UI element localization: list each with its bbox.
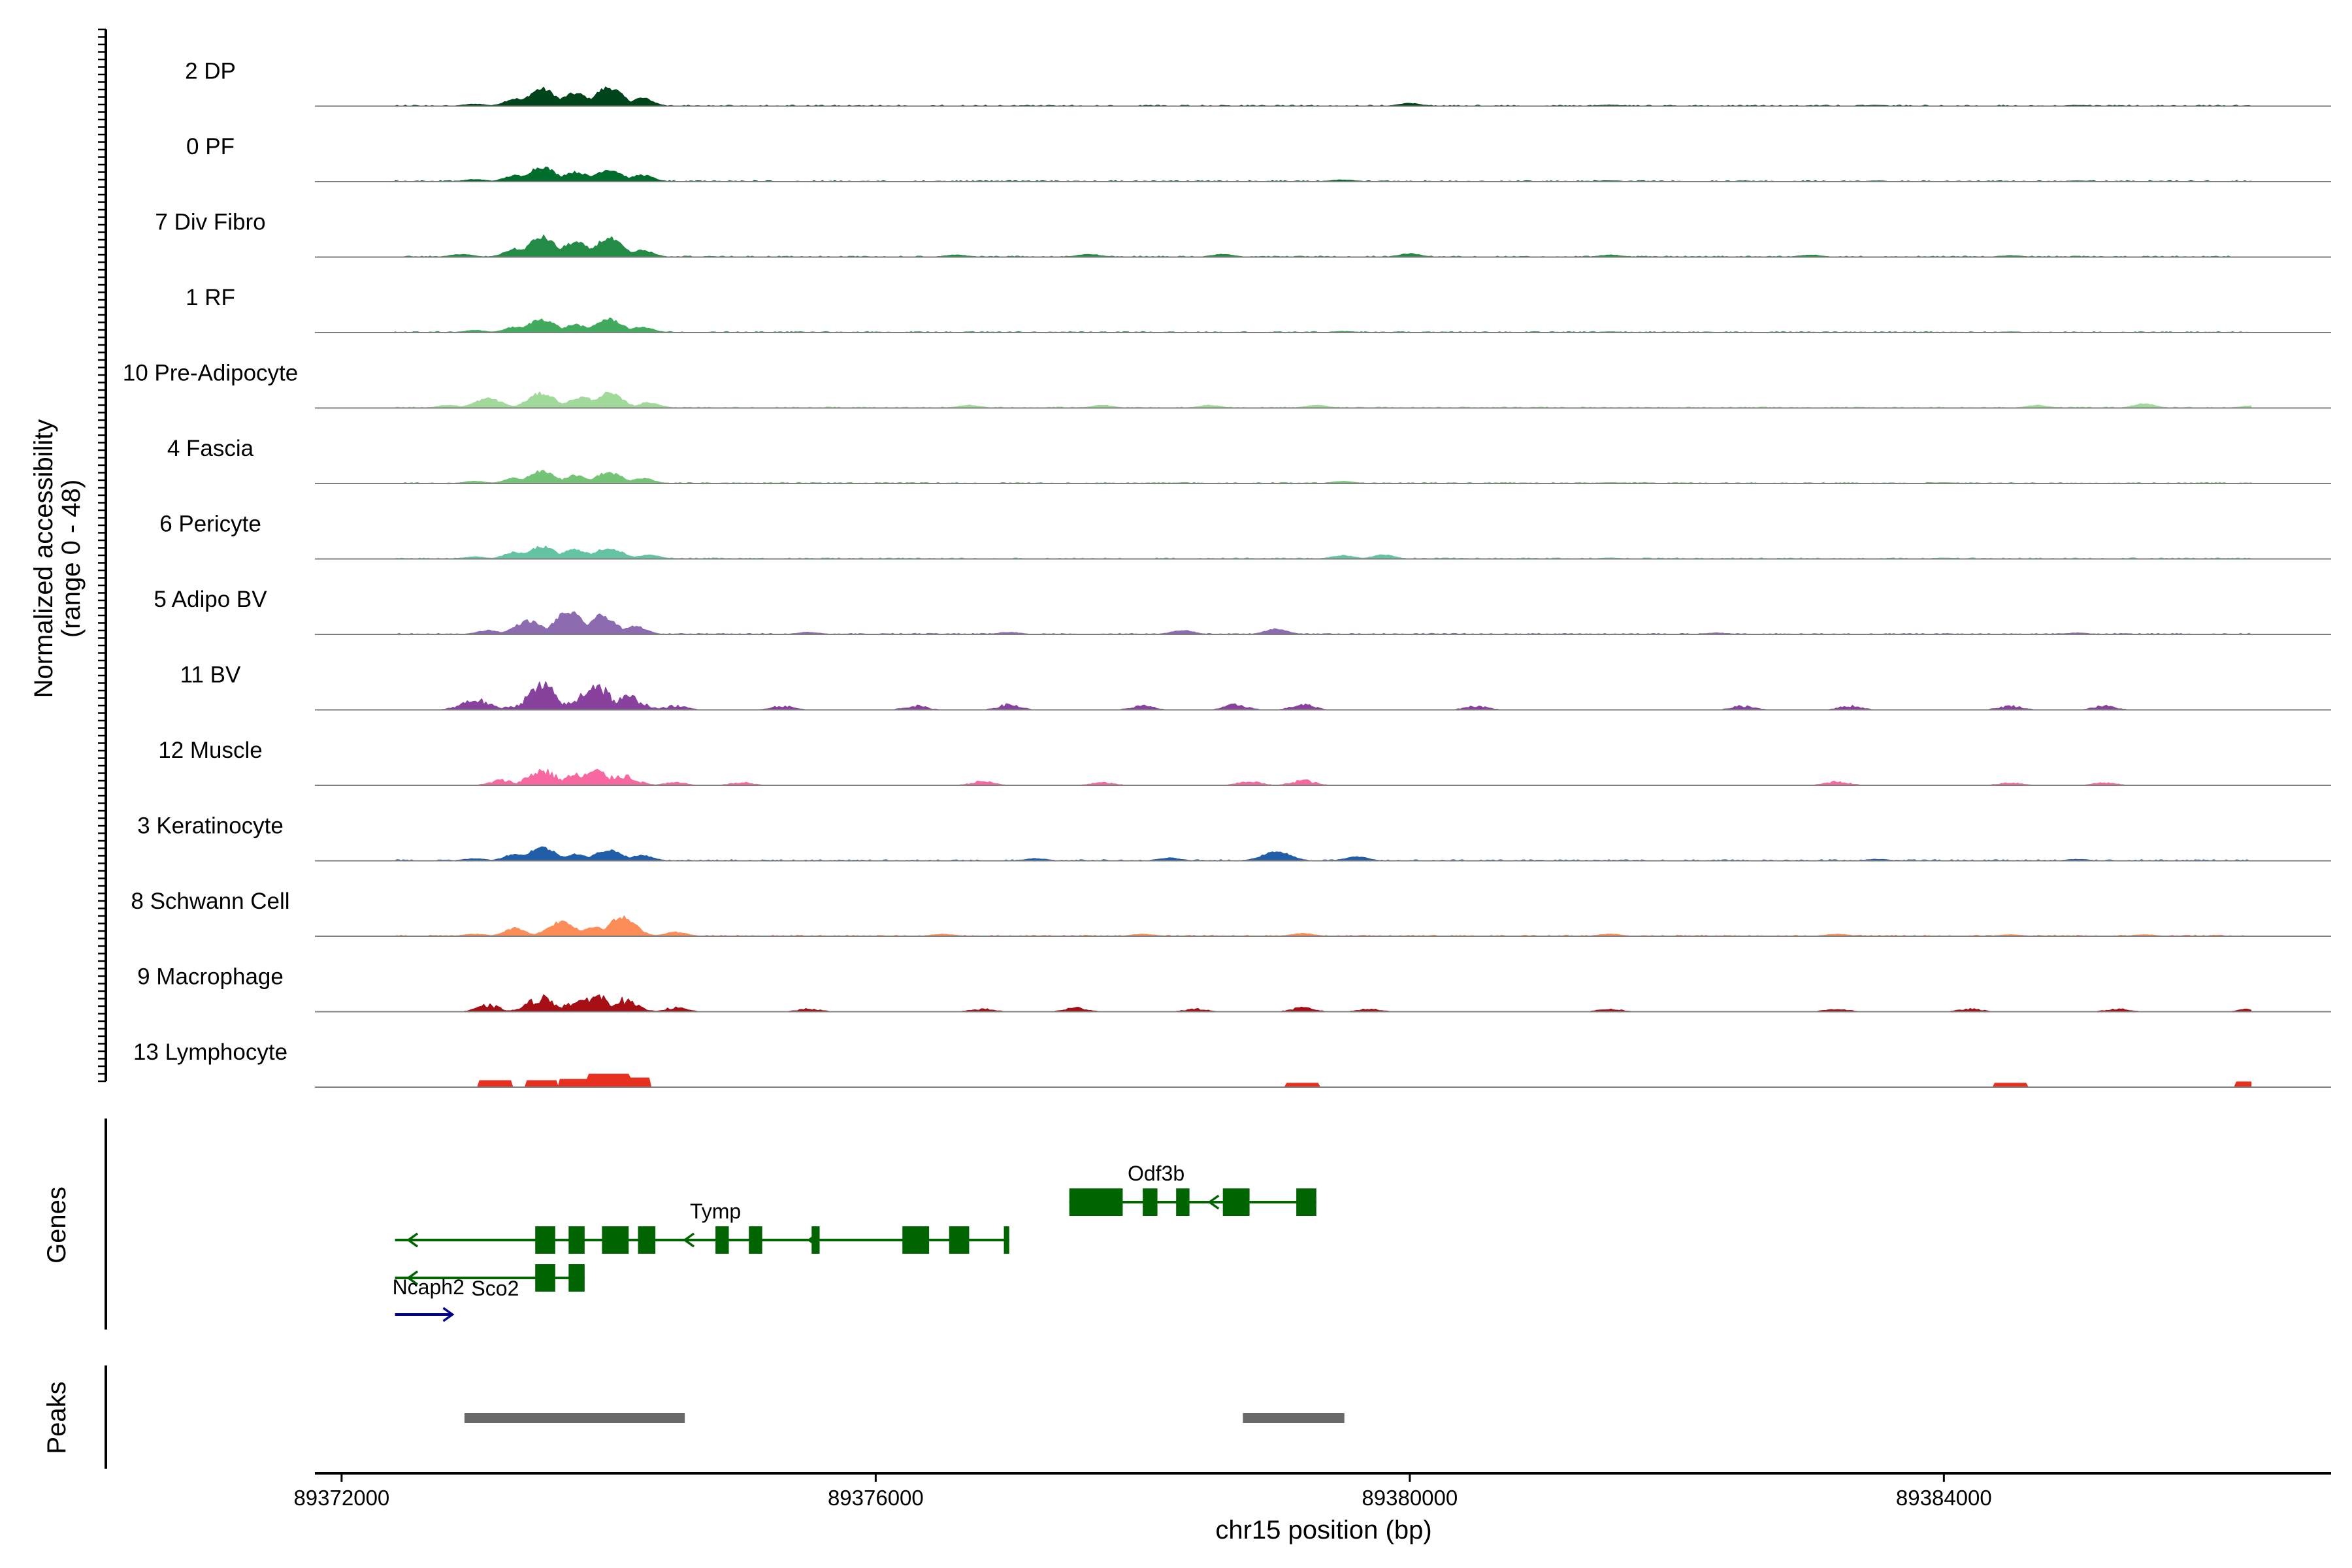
track-area <box>394 546 2252 560</box>
track-label: 10 Pre-Adipocyte <box>123 361 298 386</box>
gene-exon <box>535 1264 555 1292</box>
x-tick-label: 89384000 <box>1896 1486 1992 1510</box>
track-12-muscle: 12 Muscle <box>158 738 2331 786</box>
peak-region <box>1243 1413 1345 1423</box>
track-9-macrophage: 9 Macrophage <box>137 964 2331 1013</box>
gene-exon <box>715 1226 729 1254</box>
peaks-panel-label: Peaks <box>42 1381 71 1454</box>
track-6-pericyte: 6 Pericyte <box>159 512 2331 560</box>
track-2-dp: 2 DP <box>185 59 2331 107</box>
gene-exon <box>1222 1188 1250 1216</box>
track-4-fascia: 4 Fascia <box>167 436 2331 484</box>
track-area <box>394 994 2252 1013</box>
track-label: 2 DP <box>185 59 236 84</box>
track-label: 7 Div Fibro <box>155 210 265 235</box>
y-axis-title-line2: (range 0 - 48) <box>57 480 86 638</box>
gene-tymp: Tymp <box>395 1200 1009 1254</box>
track-label: 1 RF <box>186 285 235 310</box>
track-0-pf: 0 PF <box>186 134 2331 182</box>
track-13-lymphocyte: 13 Lymphocyte <box>133 1039 2331 1088</box>
gene-label: Odf3b <box>1128 1162 1184 1185</box>
gene-exon <box>602 1226 629 1254</box>
gene-sco2: Sco2 <box>395 1264 585 1300</box>
y-axis-title-line1: Normalized accessibility <box>29 419 58 698</box>
strand-arrow <box>406 1270 419 1286</box>
gene-exon <box>1069 1188 1123 1216</box>
track-3-keratinocyte: 3 Keratinocyte <box>137 813 2331 862</box>
gene-exon <box>811 1226 820 1254</box>
track-label: 0 PF <box>186 134 235 159</box>
strand-arrow <box>1207 1194 1220 1210</box>
track-area <box>394 846 2252 862</box>
x-tick-label: 89380000 <box>1362 1486 1458 1510</box>
gene-label: Tymp <box>690 1200 741 1223</box>
track-8-schwann-cell: 8 Schwann Cell <box>131 889 2331 937</box>
track-label: 3 Keratinocyte <box>137 813 284 839</box>
gene-label: Ncaph2 <box>393 1275 465 1299</box>
gene-odf3b: Odf3b <box>1069 1162 1316 1216</box>
track-7-div-fibro: 7 Div Fibro <box>155 210 2331 258</box>
gene-exon <box>1004 1226 1009 1254</box>
strand-arrow <box>406 1232 419 1248</box>
strand-arrow <box>947 1232 959 1248</box>
peaks-panel <box>105 1365 1345 1469</box>
gene-exon <box>568 1264 585 1292</box>
track-label: 13 Lymphocyte <box>133 1039 287 1065</box>
gene-exon <box>535 1226 555 1254</box>
gene-exon <box>1296 1188 1316 1216</box>
track-10-pre-adipocyte: 10 Pre-Adipocyte <box>123 361 2331 409</box>
track-area <box>394 768 2252 786</box>
gene-exon <box>1176 1188 1190 1216</box>
gene-exon <box>638 1226 656 1254</box>
coverage-tracks: 2 DP 0 PF 7 Div Fibro 1 RF 10 Pre-Adipocyte 4… <box>123 59 2331 1088</box>
peak-region <box>464 1413 685 1423</box>
track-label: 4 Fascia <box>167 436 254 461</box>
gene-exon <box>949 1226 970 1254</box>
track-label: 5 Adipo BV <box>154 587 267 612</box>
track-label: 6 Pericyte <box>159 512 261 537</box>
track-area <box>394 681 2252 711</box>
track-label: 8 Schwann Cell <box>131 889 289 914</box>
strand-arrow <box>683 1232 695 1248</box>
gene-label: Sco2 <box>471 1277 519 1300</box>
gene-exon <box>902 1226 930 1254</box>
coverage-y-axis <box>98 28 107 1083</box>
genes-panel: Tymp Odf3b Sco2 Ncaph2 <box>105 1119 1316 1330</box>
track-area <box>394 1073 2252 1088</box>
track-area <box>394 391 2252 409</box>
track-5-adipo-bv: 5 Adipo BV <box>154 587 2331 635</box>
x-axis-title: chr15 position (bp) <box>1215 1516 1431 1544</box>
track-label: 11 BV <box>180 662 241 688</box>
track-area <box>394 611 2252 635</box>
track-11-bv: 11 BV <box>180 662 2331 711</box>
x-tick-label: 89376000 <box>828 1486 924 1510</box>
x-tick-label: 89372000 <box>293 1486 389 1510</box>
track-area <box>394 915 2252 937</box>
gene-exon <box>568 1226 585 1254</box>
track-area <box>394 235 2252 258</box>
track-area <box>394 470 2252 484</box>
track-area <box>394 317 2252 333</box>
track-area <box>394 86 2252 107</box>
gene-exon <box>749 1226 762 1254</box>
strand-arrow <box>807 1232 819 1248</box>
track-label: 12 Muscle <box>158 738 263 763</box>
x-axis: 89372000 89376000 89380000 89384000 <box>293 1472 2331 1510</box>
track-label: 9 Macrophage <box>137 964 284 990</box>
track-area <box>394 166 2252 182</box>
strand-arrow <box>442 1307 455 1322</box>
gene-ncaph2: Ncaph2 <box>393 1275 465 1322</box>
track-1-rf: 1 RF <box>186 285 2331 333</box>
genes-panel-label: Genes <box>42 1186 71 1264</box>
gene-exon <box>1143 1188 1158 1216</box>
